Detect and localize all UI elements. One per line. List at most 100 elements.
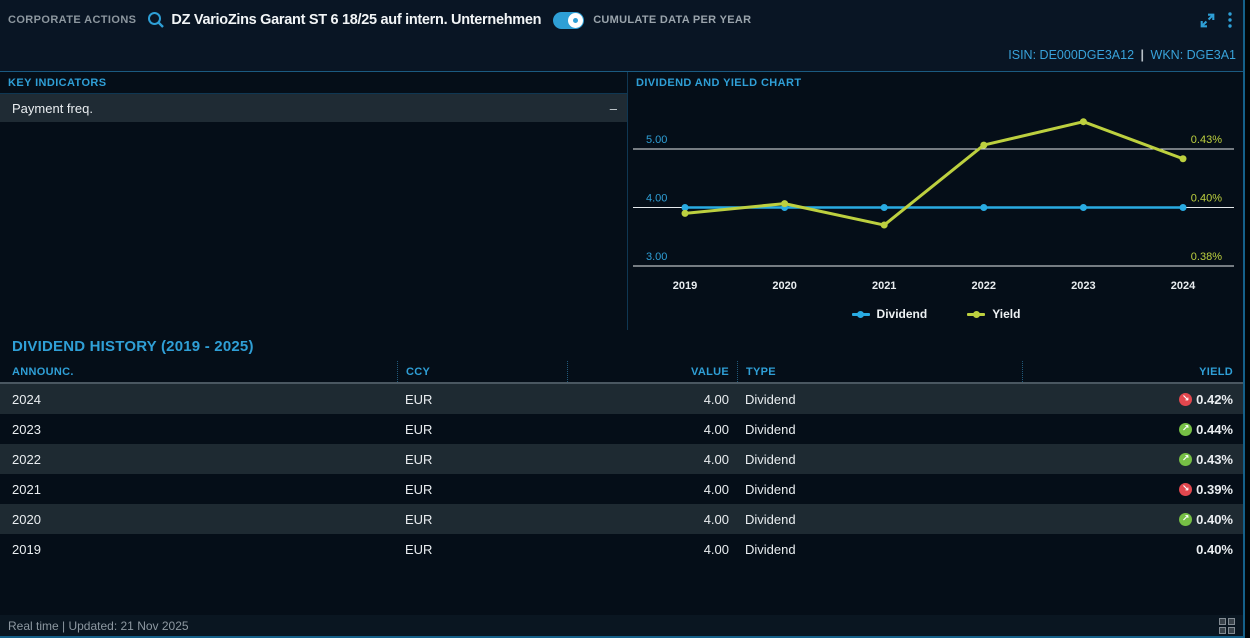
cumulate-toggle[interactable]	[553, 11, 585, 29]
wkn-value: DGE3A1	[1186, 48, 1236, 62]
grid-layout-icon[interactable]	[1219, 617, 1235, 634]
trend-up-icon: ↗	[1179, 452, 1193, 466]
x-axis-label: 2022	[972, 280, 996, 292]
expand-icon	[1200, 13, 1215, 27]
chart-legend: Dividend Yield	[628, 302, 1243, 326]
cumulate-toggle-label: CUMULATE DATA PER YEAR	[593, 14, 752, 26]
value-cell: 4.00	[703, 421, 729, 437]
ccy-cell: EUR	[405, 541, 433, 557]
top-bar: CORPORATE ACTIONS DZ VarioZins Garant ST…	[0, 0, 1243, 40]
legend-item-dividend[interactable]: Dividend	[851, 307, 928, 321]
x-axis-label: 2019	[673, 280, 697, 292]
realtime-status: Real time | Updated: 21 Nov 2025	[8, 618, 189, 633]
type-cell: Dividend	[745, 511, 796, 527]
header-divider	[0, 71, 1243, 72]
isin-label: ISIN:	[1008, 48, 1037, 62]
status-bar: Real time | Updated: 21 Nov 2025	[0, 615, 1243, 636]
isin-value: DE000DGE3A12	[1039, 48, 1135, 62]
announc-cell: 2019	[12, 541, 41, 557]
x-axis-label: 2023	[1071, 280, 1095, 292]
instrument-name[interactable]: DZ VarioZins Garant ST 6 18/25 auf inter…	[171, 12, 542, 28]
announc-cell: 2020	[12, 511, 41, 527]
key-indicator-label: Payment freq.	[12, 100, 93, 116]
app-title: CORPORATE ACTIONS	[8, 14, 137, 26]
grid-square	[1228, 617, 1235, 625]
legend-label: Yield	[992, 307, 1021, 321]
type-cell: Dividend	[745, 541, 796, 557]
toggle-knob	[568, 12, 584, 28]
dividend-history-section: DIVIDEND HISTORY (2019 - 2025) ANNOUNC. C…	[0, 330, 1243, 564]
left-axis-tick: 4.00	[646, 193, 667, 205]
instrument-info-bar: ISIN: DE000DGE3A12 | WKN: DGE3A1	[0, 40, 1243, 71]
yield-cell: ↘ 0.42%	[1022, 384, 1243, 414]
dividend-row-2020[interactable]: 2020 EUR 4.00 Dividend ↗ 0.40%	[0, 504, 1243, 534]
isin-wkn-separator: |	[1140, 48, 1145, 62]
column-header-yield[interactable]: YIELD	[1022, 361, 1243, 382]
dividend-yield-chart: 5.00 0.43% 4.00 0.40% 3.00 0.38% 2019 2020 2021 2…	[633, 118, 1234, 292]
dividend-row-2019[interactable]: 2019 EUR 4.00 Dividend 0.40%	[0, 534, 1243, 564]
trend-down-icon: ↘	[1179, 482, 1193, 496]
grid-square	[1228, 626, 1235, 634]
key-indicators-panel: KEY INDICATORS Payment freq. –	[0, 72, 627, 122]
key-indicator-row: Payment freq. –	[0, 94, 627, 122]
right-axis-tick: 0.43%	[1191, 134, 1222, 146]
announc-cell: 2024	[12, 391, 41, 407]
key-indicators-title: KEY INDICATORS	[0, 72, 627, 94]
column-header-type[interactable]: TYPE	[737, 361, 1022, 382]
type-cell: Dividend	[745, 481, 796, 497]
yield-cell: 0.40%	[1022, 534, 1243, 564]
wkn-label: WKN:	[1150, 48, 1184, 62]
instrument-search[interactable]	[146, 10, 166, 30]
trend-down-icon: ↘	[1179, 392, 1193, 406]
isin-wkn-text: ISIN: DE000DGE3A12 | WKN: DGE3A1	[1008, 48, 1236, 62]
ccy-cell: EUR	[405, 481, 433, 497]
ccy-cell: EUR	[405, 421, 433, 437]
trend-up-icon: ↗	[1179, 512, 1193, 526]
dividend-row-2023[interactable]: 2023 EUR 4.00 Dividend ↗ 0.44%	[0, 414, 1243, 444]
topbar-actions	[1198, 10, 1233, 30]
right-axis-tick: 0.40%	[1191, 193, 1222, 205]
ccy-cell: EUR	[405, 451, 433, 467]
dividend-history-header: ANNOUNC. CCY VALUE TYPE YIELD	[0, 361, 1243, 384]
trend-up-icon: ↗	[1179, 422, 1193, 436]
right-axis-tick: 0.38%	[1191, 251, 1222, 263]
type-cell: Dividend	[745, 391, 796, 407]
legend-item-yield[interactable]: Yield	[967, 307, 1020, 321]
yield-cell: ↗ 0.40%	[1022, 504, 1243, 534]
search-icon[interactable]	[146, 10, 166, 30]
yield-value: 0.40%	[1196, 541, 1233, 557]
legend-label: Dividend	[876, 307, 928, 321]
column-header-announc[interactable]: ANNOUNC.	[12, 365, 74, 378]
yield-value: 0.44%	[1196, 421, 1233, 437]
dividend-history-title: DIVIDEND HISTORY (2019 - 2025)	[12, 338, 254, 355]
expand-button[interactable]	[1198, 11, 1217, 30]
yield-cell: ↗ 0.43%	[1022, 444, 1243, 474]
left-axis-tick: 5.00	[646, 134, 667, 146]
column-header-ccy[interactable]: CCY	[397, 361, 567, 382]
ccy-cell: EUR	[405, 511, 433, 527]
kebab-menu-button[interactable]	[1227, 10, 1233, 30]
column-header-value[interactable]: VALUE	[567, 361, 737, 382]
x-axis-label: 2021	[872, 280, 896, 292]
legend-marker	[967, 310, 986, 318]
ccy-cell: EUR	[405, 391, 433, 407]
left-axis-tick: 3.00	[646, 251, 667, 263]
value-cell: 4.00	[703, 511, 729, 527]
dividend-yield-chart-panel: DIVIDEND AND YIELD CHART 5.00 0.43% 4.00 0.…	[627, 72, 1243, 330]
chart-title: DIVIDEND AND YIELD CHART	[636, 77, 802, 89]
dividend-row-2022[interactable]: 2022 EUR 4.00 Dividend ↗ 0.43%	[0, 444, 1243, 474]
legend-marker	[851, 310, 870, 318]
yield-cell: ↘ 0.39%	[1022, 474, 1243, 504]
dividend-row-2024[interactable]: 2024 EUR 4.00 Dividend ↘ 0.42%	[0, 384, 1243, 414]
announc-cell: 2021	[12, 481, 41, 497]
value-cell: 4.00	[703, 391, 729, 407]
type-cell: Dividend	[745, 421, 796, 437]
yield-value: 0.43%	[1196, 451, 1233, 467]
dividend-history-body: 2024 EUR 4.00 Dividend ↘ 0.42% 2023 EUR 4.00 Divi…	[0, 384, 1243, 564]
key-indicator-value: –	[609, 100, 617, 116]
yield-value: 0.40%	[1196, 511, 1233, 527]
grid-square	[1219, 626, 1226, 634]
key-indicators-rows: Payment freq. –	[0, 94, 627, 122]
dividend-row-2021[interactable]: 2021 EUR 4.00 Dividend ↘ 0.39%	[0, 474, 1243, 504]
